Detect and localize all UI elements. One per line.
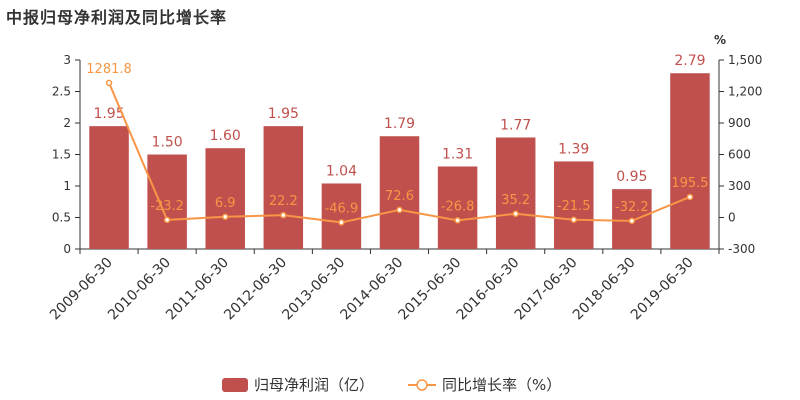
x-axis-tick-label: 2019-06-30	[628, 255, 697, 324]
right-axis-unit: %	[714, 33, 726, 47]
line-point	[105, 79, 113, 87]
line-point	[221, 213, 229, 221]
bar	[205, 148, 245, 249]
line-data-label: 35.2	[501, 193, 530, 208]
line-data-label: -21.5	[557, 199, 591, 214]
bar-data-label: 1.95	[268, 106, 299, 122]
line-data-label: -46.9	[325, 201, 359, 216]
line-data-label: 6.9	[215, 196, 236, 211]
line-point	[570, 216, 578, 224]
bar-data-label: 1.79	[384, 116, 415, 132]
bar-data-label: 1.77	[500, 117, 531, 133]
line-point	[338, 219, 345, 226]
bar-data-label: 2.79	[674, 53, 705, 69]
left-axis-tick-label: 2	[63, 116, 71, 130]
bar	[321, 183, 362, 249]
line-data-label: 195.5	[671, 176, 708, 191]
line-point	[163, 216, 171, 224]
line-data-label: 1281.8	[86, 62, 132, 77]
bar-data-label: 0.95	[616, 169, 647, 185]
line-point	[280, 211, 287, 219]
bar	[437, 166, 478, 249]
line-point	[396, 206, 403, 214]
line-point	[454, 217, 461, 224]
line-point	[686, 193, 694, 201]
bar	[495, 137, 536, 249]
bar-data-label: 1.31	[442, 146, 473, 162]
line-point	[512, 210, 519, 218]
bar	[379, 136, 420, 249]
line-data-label: -23.2	[150, 199, 184, 214]
bar-data-label: 1.39	[558, 141, 589, 157]
bar-data-label: 1.50	[152, 135, 183, 151]
legend-line-marker	[416, 379, 428, 391]
bar-data-label: 1.95	[93, 106, 124, 122]
line-data-label: 22.2	[269, 194, 298, 209]
line-data-label: 72.6	[385, 189, 414, 204]
bar	[263, 126, 304, 249]
bar-data-label: 1.60	[210, 128, 241, 144]
chart-title: 中报归母净利润及同比增长率	[6, 8, 228, 27]
right-axis-tick-label: 1,200	[728, 85, 762, 99]
bar	[147, 154, 187, 249]
left-axis-tick-label: 1.5	[52, 148, 71, 162]
line-data-label: -32.2	[615, 200, 649, 215]
bar	[670, 73, 710, 249]
left-axis-tick-label: 1	[63, 179, 71, 193]
right-axis-tick-label: 600	[728, 148, 751, 162]
bar-data-label: 1.04	[326, 163, 357, 179]
right-axis-tick-label: 0	[728, 211, 736, 225]
legend-line-label: 同比增长率（%）	[442, 376, 561, 394]
left-axis-tick-label: 0.5	[52, 211, 71, 225]
legend-bar-label: 归母净利润（亿）	[254, 376, 374, 394]
bar	[89, 126, 129, 249]
line-data-label: -26.8	[441, 199, 475, 214]
left-axis-tick-label: 2.5	[52, 85, 71, 99]
right-axis-tick-label: 300	[728, 179, 751, 193]
right-axis-tick-label: 900	[728, 116, 751, 130]
left-axis-tick-label: 3	[63, 53, 71, 67]
right-axis-tick-label: 1,500	[728, 53, 762, 67]
right-axis-tick-label: -300	[728, 242, 755, 256]
bar	[554, 161, 594, 249]
line-point	[628, 217, 636, 225]
legend-bar-swatch	[222, 378, 248, 392]
left-axis-tick-label: 0	[63, 242, 71, 256]
